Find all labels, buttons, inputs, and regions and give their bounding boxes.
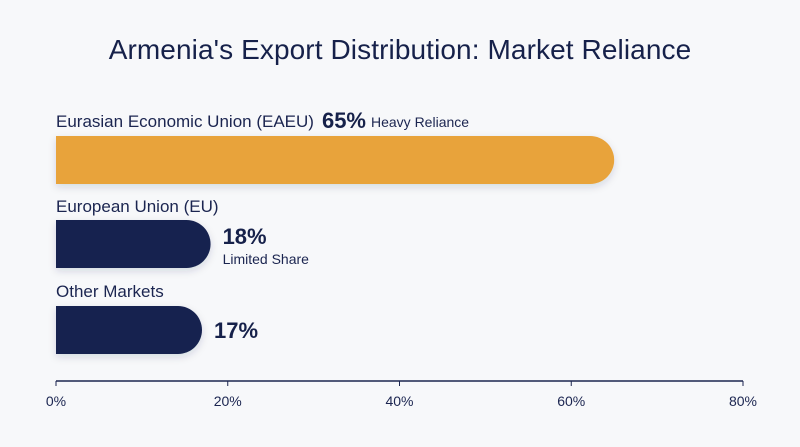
category-label: Eurasian Economic Union (EAEU) [56,112,314,131]
x-tick-label: 40% [385,393,413,409]
bar [56,306,202,354]
bar [56,220,211,268]
category-label: Other Markets [56,282,164,301]
chart-title: Armenia's Export Distribution: Market Re… [108,34,692,65]
x-tick-label: 0% [46,393,66,409]
x-tick-label: 80% [729,393,757,409]
x-tick-label: 60% [557,393,585,409]
x-tick-label: 20% [214,393,242,409]
annotation-label: Limited Share [223,251,310,267]
value-label: 17% [214,318,258,343]
bar [56,136,615,184]
annotation-label: Heavy Reliance [371,114,469,130]
value-label: 18% [223,224,267,249]
category-label: European Union (EU) [56,197,219,216]
value-label: 65% [322,108,366,133]
